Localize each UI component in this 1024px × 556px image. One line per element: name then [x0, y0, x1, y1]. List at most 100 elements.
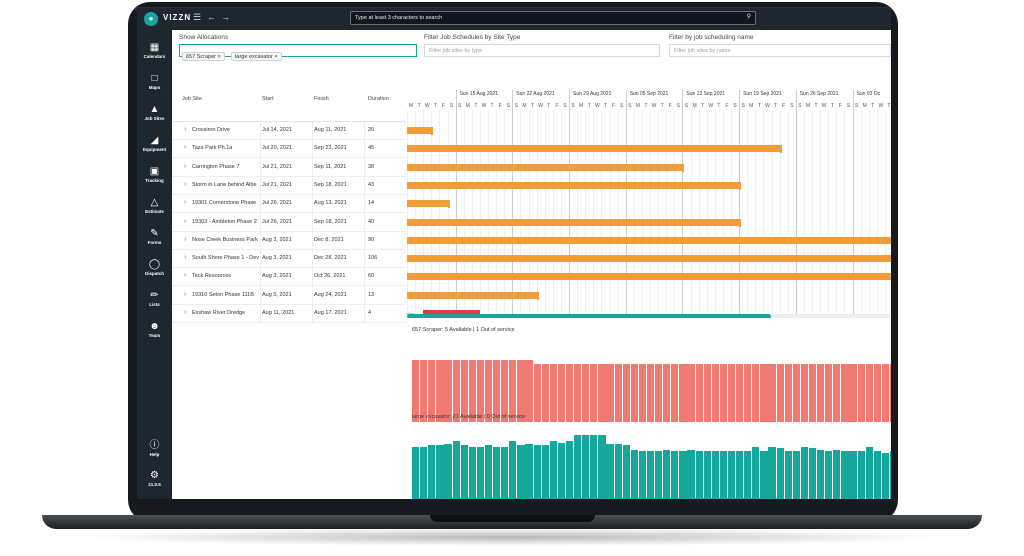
sidebar-item-lists[interactable]: ✏ Lists — [137, 290, 172, 307]
utilization-bar — [541, 445, 549, 499]
scraper-utilization-chart — [412, 342, 891, 422]
sidebar-item-maps[interactable]: □ Maps — [137, 73, 172, 90]
expand-chevron-icon[interactable]: › — [184, 309, 187, 316]
gantt-gridline — [650, 110, 651, 318]
gantt-bar-handle[interactable] — [431, 127, 434, 135]
table-row[interactable]: › 19303 - Ambleton Phase 2 Jul 26, 2021 Sep… — [172, 213, 406, 232]
gantt-bar[interactable] — [407, 273, 891, 281]
sidebar-item-tracking[interactable]: ▣ Tracking — [137, 166, 172, 183]
forward-arrow-icon[interactable]: → — [221, 12, 230, 22]
gantt-bar-handle[interactable] — [536, 291, 539, 300]
gantt-bar[interactable] — [423, 310, 480, 317]
sidebar-item-help[interactable]: ⓘ Help — [137, 440, 172, 457]
expand-chevron-icon[interactable]: › — [184, 217, 187, 225]
cell-start: Jul 26, 2021 — [262, 200, 292, 207]
allocation-chip[interactable]: 657 Scraper × — [182, 52, 225, 61]
table-row[interactable]: › Crossiron Drive Jul 14, 2021 Aug 11, 2021… — [172, 122, 406, 140]
column-header-duration[interactable]: Duration — [368, 96, 389, 102]
gantt-bar-handle[interactable] — [739, 218, 742, 227]
utilization-bar — [881, 452, 890, 499]
utilization-scrollbar[interactable] — [412, 498, 778, 499]
gantt-bar-handle[interactable] — [447, 200, 450, 209]
sidebar-item-forms[interactable]: ✎ Forms — [137, 228, 172, 245]
gantt-day-label: T — [603, 103, 607, 109]
gantt-bar-handle[interactable] — [739, 181, 742, 190]
gantt-day-label: T — [871, 103, 875, 109]
sidebar-item-job-sites[interactable]: ▲ Job Sites — [137, 104, 172, 121]
gantt-bar[interactable] — [407, 236, 891, 244]
cell-duration: 60 — [368, 273, 375, 280]
expand-chevron-icon[interactable]: › — [184, 162, 187, 170]
utilization-bar — [817, 364, 825, 422]
expand-chevron-icon[interactable]: › — [184, 254, 187, 262]
expand-chevron-icon[interactable]: › — [184, 144, 187, 152]
gantt-gridline — [455, 90, 457, 318]
gantt-gridline — [407, 110, 408, 318]
utilization-bar — [509, 360, 517, 422]
gantt-gridline — [690, 110, 692, 318]
gantt-bar[interactable] — [407, 291, 539, 300]
utilization-bar — [582, 364, 590, 422]
utilization-bar — [849, 451, 857, 499]
gantt-bar[interactable] — [407, 163, 685, 172]
cell-start: Jul 14, 2021 — [262, 127, 292, 133]
gantt-bar-handle[interactable] — [682, 163, 685, 172]
expand-chevron-icon[interactable]: › — [184, 199, 187, 207]
table-row[interactable]: › Teck Resources Aug 3, 2021 Oct 26, 2021 60 — [172, 268, 406, 287]
gantt-bar[interactable] — [407, 218, 742, 227]
site-type-filter[interactable]: Filter job sites by type — [424, 44, 660, 57]
cell-start: Aug 3, 2021 — [262, 255, 292, 262]
gantt-bar[interactable] — [407, 255, 891, 263]
table-row[interactable]: › Carrington Phase 7 Jul 21, 2021 Sep 11, 2… — [172, 158, 406, 177]
column-header-job-site[interactable]: Job Site — [182, 96, 202, 102]
sidebar-item-team[interactable]: ☻ Team — [137, 321, 172, 338]
column-divider — [260, 195, 261, 214]
cell-start: Jul 21, 2021 — [262, 163, 292, 170]
utilization-bar — [557, 364, 566, 422]
gantt-bar[interactable] — [407, 145, 782, 154]
utilization-bar — [460, 360, 468, 422]
sidebar-item-settings[interactable]: ⚙ 21.0.5 — [137, 470, 172, 487]
vizzn-logo-icon[interactable]: ● — [144, 12, 158, 26]
close-icon[interactable]: × — [274, 54, 278, 60]
name-filter[interactable]: Filter job sites by name — [669, 44, 891, 57]
close-icon[interactable]: × — [217, 54, 221, 60]
cell-finish: Aug 24, 2021 — [314, 291, 347, 298]
gantt-scrollbar[interactable] — [407, 314, 771, 318]
sidebar-item-estimate[interactable]: △ Estimate — [137, 197, 172, 214]
table-row[interactable]: › 19301 Cornerstone Phase Jul 26, 2021 Aug … — [172, 195, 406, 214]
column-header-finish[interactable]: Finish — [314, 96, 329, 102]
expand-chevron-icon[interactable]: › — [184, 180, 187, 188]
menu-icon[interactable]: ☰ — [193, 12, 202, 22]
utilization-bar — [476, 360, 485, 422]
table-row[interactable]: › 19310 Seton Phase 111B Aug 5, 2021 Aug 24… — [172, 286, 406, 305]
table-row[interactable]: › Taza Park Ph.1a Jul 20, 2021 Sep 23, 2021… — [172, 140, 406, 159]
table-row[interactable]: › Exshaw River Dredge Aug 11, 2021 Aug 17, … — [172, 305, 406, 323]
table-row[interactable]: › Nose Creek Business Park Aug 3, 2021 Dec … — [172, 231, 406, 250]
allocation-chip[interactable]: large excavator × — [231, 52, 282, 61]
search-input[interactable] — [355, 13, 735, 23]
expand-chevron-icon[interactable]: › — [184, 290, 187, 298]
gantt-bar[interactable] — [407, 127, 434, 135]
back-arrow-icon[interactable]: ← — [207, 12, 216, 22]
utilization-bar — [565, 441, 574, 499]
allocations-filter[interactable]: 657 Scraper × large excavator × — [179, 44, 417, 61]
sidebar-item-dispatch[interactable]: ◯ Dispatch — [137, 259, 172, 276]
table-row[interactable]: › Storm in Lane behind Albe Jul 21, 2021 Se… — [172, 176, 406, 195]
gantt-bar-handle[interactable] — [779, 145, 782, 154]
table-row[interactable]: › South Shore Phase 1 - Dev Aug 3, 2021 Dec… — [172, 250, 406, 269]
gantt-bar[interactable] — [407, 200, 450, 209]
gantt-bar[interactable] — [407, 181, 742, 190]
search-icon[interactable]: ⚲ — [746, 14, 751, 20]
column-header-start[interactable]: Start — [262, 96, 274, 102]
sidebar-item-equipment[interactable]: ◢ Equipment — [137, 135, 172, 152]
utilization-bar — [841, 364, 849, 422]
column-divider — [364, 268, 365, 287]
gantt-gridline — [787, 110, 789, 318]
column-divider — [364, 231, 365, 250]
expand-chevron-icon[interactable]: › — [184, 235, 187, 243]
gantt-gridline — [585, 110, 587, 318]
expand-chevron-icon[interactable]: › — [184, 126, 187, 133]
expand-chevron-icon[interactable]: › — [184, 272, 187, 280]
sidebar-item-calendars[interactable]: ▦ Calendars — [137, 42, 172, 59]
